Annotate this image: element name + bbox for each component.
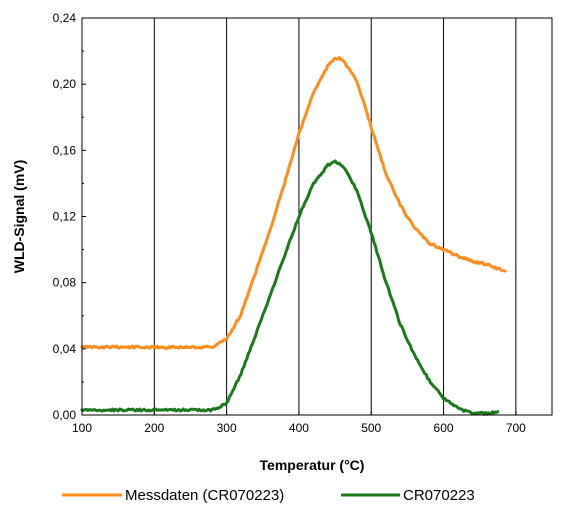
x-tick-label: 100 (72, 421, 92, 435)
x-tick-label: 400 (289, 421, 309, 435)
axis-ticks: 100 200 300 400 500 600 700 0,00 0,04 0,08 0,12 0,1… (53, 11, 527, 435)
plot-frame (81, 17, 553, 416)
series-lines (80, 56, 507, 416)
x-axis-title: Temperatur (°C) (260, 457, 365, 473)
y-tick-label: 0,08 (53, 276, 77, 290)
legend: Messdaten (CR070223) CR070223 (62, 487, 475, 504)
x-tick-label: 700 (506, 421, 526, 435)
y-tick-label: 0,16 (53, 143, 77, 157)
x-tick-label: 500 (361, 421, 381, 435)
x-tick-label: 300 (217, 421, 237, 435)
x-tick-label: 600 (434, 421, 454, 435)
legend-label: Messdaten (CR070223) (125, 487, 284, 504)
legend-label: CR070223 (403, 487, 475, 504)
series-line-1 (80, 56, 507, 350)
y-tick-label: 0,00 (53, 408, 77, 422)
y-tick-label: 0,12 (53, 210, 77, 224)
y-axis-title: WLD-Signal (mV) (11, 160, 27, 274)
y-tick-label: 0,04 (53, 342, 77, 356)
series-line-2 (80, 159, 500, 416)
x-tick-label: 200 (144, 421, 164, 435)
y-tick-label: 0,20 (53, 77, 77, 91)
y-tick-label: 0,24 (53, 11, 77, 25)
vertical-gridlines (153, 18, 517, 415)
